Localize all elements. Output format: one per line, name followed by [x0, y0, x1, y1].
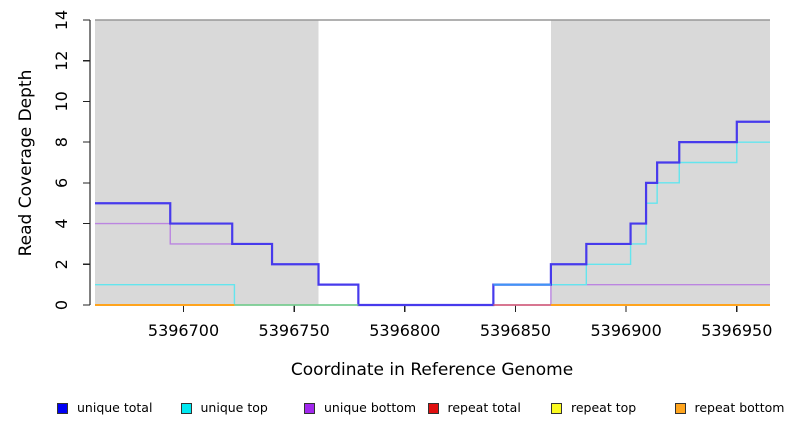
legend-swatch-icon — [551, 402, 562, 414]
x-axis-title: Coordinate in Reference Genome — [291, 360, 573, 380]
y-tick-label: 10 — [52, 91, 71, 111]
legend-swatch-icon — [57, 402, 68, 414]
legend-item-unique-bottom: unique bottom — [304, 399, 428, 415]
legend: unique total unique top unique bottom repea… — [57, 398, 792, 418]
legend-label: unique top — [200, 399, 268, 415]
overlap-line-segments — [95, 283, 770, 306]
legend-label: repeat top — [571, 399, 637, 415]
legend-item-unique-total: unique total — [57, 399, 181, 415]
legend-label: unique bottom — [324, 399, 417, 415]
y-tick-label: 4 — [52, 218, 71, 228]
series-line-unique-total — [95, 120, 770, 307]
x-tick-label: 5396900 — [591, 321, 662, 340]
legend-label: unique total — [77, 399, 153, 415]
series-step-lines — [95, 120, 770, 307]
x-axis: 5396700 5396750 5396800 5396850 5396900 53969… — [95, 304, 772, 340]
legend-swatch-icon — [180, 402, 192, 414]
x-tick-label: 5396850 — [480, 321, 551, 340]
legend-item-unique-top: unique top — [180, 399, 305, 415]
y-tick-label: 0 — [52, 300, 71, 310]
y-tick-label: 12 — [52, 51, 71, 71]
x-tick-label: 5396800 — [369, 321, 440, 340]
y-tick-label: 8 — [52, 137, 71, 147]
legend-label: repeat total — [447, 399, 521, 415]
legend-item-repeat-total: repeat total — [427, 399, 552, 415]
legend-swatch-icon — [674, 402, 686, 414]
repeat-region-left — [95, 20, 319, 305]
x-tick-label: 5396700 — [148, 321, 219, 340]
legend-item-repeat-top: repeat top — [551, 399, 675, 415]
y-tick-label: 2 — [52, 259, 71, 269]
legend-swatch-icon — [427, 402, 439, 414]
x-tick-label: 5396750 — [259, 321, 330, 340]
x-tick-label: 5396950 — [701, 321, 772, 340]
legend-label: repeat bottom — [694, 399, 785, 415]
legend-swatch-icon — [304, 402, 315, 414]
y-axis-title: Read Coverage Depth — [16, 70, 36, 257]
y-axis: 0 2 4 6 8 10 12 14 — [52, 10, 91, 310]
y-tick-label: 14 — [52, 10, 71, 30]
legend-item-repeat-bottom: repeat bottom — [674, 399, 792, 415]
y-tick-label: 6 — [52, 178, 71, 188]
